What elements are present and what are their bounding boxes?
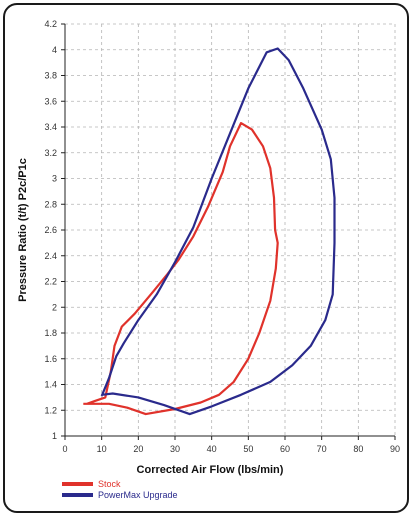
x-tick-label: 70 (317, 444, 327, 454)
x-axis-title: Corrected Air Flow (lbs/min) (137, 464, 284, 476)
legend-label: Stock (98, 479, 121, 489)
x-tick-label: 40 (207, 444, 217, 454)
y-tick-label: 3.4 (44, 122, 57, 132)
y-tick-label: 2 (52, 302, 57, 312)
y-tick-label: 1 (52, 431, 57, 441)
legend-label: PowerMax Upgrade (98, 490, 178, 500)
series-group (83, 47, 336, 416)
y-tick-label: 1.8 (44, 328, 57, 338)
x-tick-label: 60 (280, 444, 290, 454)
y-tick-label: 1.6 (44, 354, 57, 364)
y-tick-label: 2.8 (44, 199, 57, 209)
y-tick-label: 1.2 (44, 405, 57, 415)
grid (65, 23, 396, 436)
x-tick-label: 0 (62, 444, 67, 454)
y-tick-label: 2.4 (44, 251, 57, 261)
x-tick-labels: 0 10 20 30 40 50 60 70 80 90 (62, 436, 400, 454)
y-tick-label: 4.2 (44, 19, 57, 29)
x-tick-label: 20 (133, 444, 143, 454)
y-tick-label: 3.6 (44, 96, 57, 106)
y-tick-label: 3.8 (44, 71, 57, 81)
series-line-powermax-upgrade (100, 47, 336, 416)
y-tick-label: 2.2 (44, 277, 57, 287)
y-tick-label: 4 (52, 45, 57, 55)
y-axis-title: Pressure Ratio (t/t) P2c/P1c (17, 158, 29, 302)
y-tick-label: 2.6 (44, 225, 57, 235)
y-tick-label: 3 (52, 174, 57, 184)
chart-frame (3, 3, 409, 513)
y-tick-labels: 1 1.2 1.4 1.6 1.8 2 2.2 2.4 2.6 2.8 3 3.2 3.4 3.6 3.8 4… (44, 19, 65, 441)
x-tick-label: 10 (97, 444, 107, 454)
y-tick-label: 1.4 (44, 380, 57, 390)
x-tick-label: 80 (353, 444, 363, 454)
x-tick-label: 90 (390, 444, 400, 454)
series-line-stock (83, 122, 279, 416)
x-tick-label: 30 (170, 444, 180, 454)
y-tick-label: 3.2 (44, 148, 57, 158)
x-tick-label: 50 (243, 444, 253, 454)
